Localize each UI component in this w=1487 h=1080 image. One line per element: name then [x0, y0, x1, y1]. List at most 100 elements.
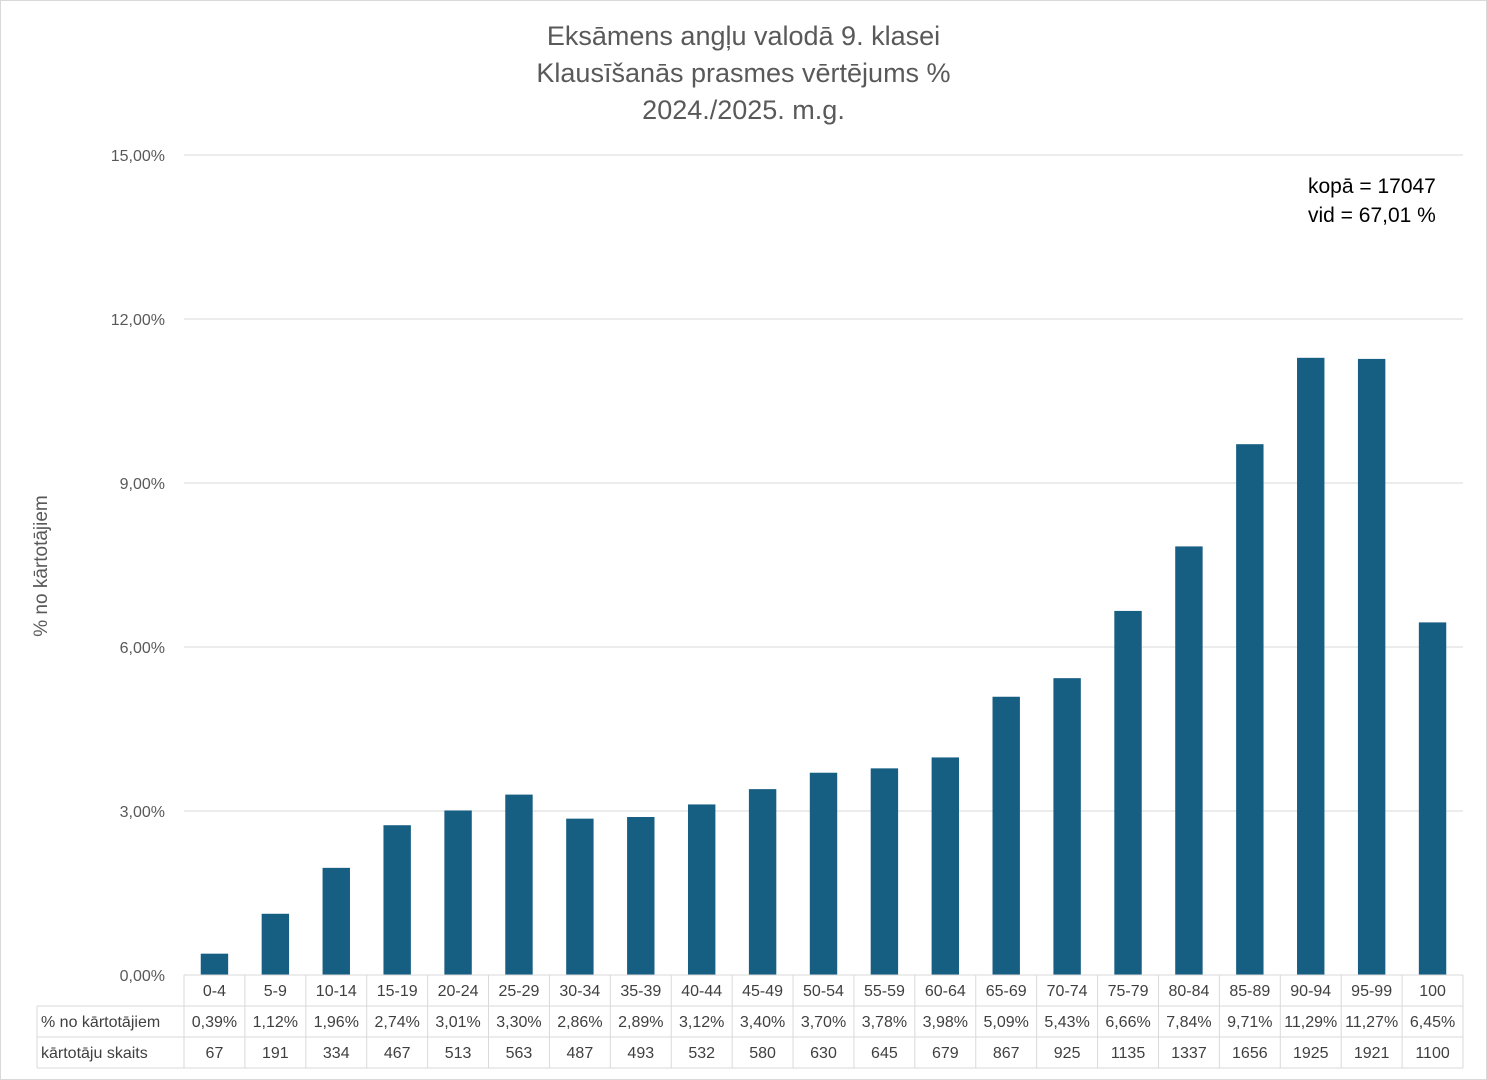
- table-cell: 2,86%: [557, 1014, 602, 1031]
- bar: [1357, 358, 1386, 975]
- y-tick-label: 9,00%: [120, 476, 165, 493]
- bar: [1297, 357, 1325, 975]
- table-cell: 3,98%: [923, 1014, 968, 1031]
- bar: [566, 818, 594, 975]
- table-cell: 563: [506, 1045, 533, 1062]
- table-cell: 487: [567, 1045, 594, 1062]
- table-cell: 493: [627, 1045, 654, 1062]
- table-cell: 67: [206, 1045, 224, 1062]
- bar: [748, 789, 777, 975]
- bar: [687, 804, 716, 975]
- table-cell: 191: [262, 1045, 289, 1062]
- x-tick-label: 20-24: [438, 983, 479, 1000]
- table-cell: 645: [871, 1045, 898, 1062]
- x-tick-label: 70-74: [1047, 983, 1088, 1000]
- table-cell: 3,40%: [740, 1014, 785, 1031]
- x-tick-label: 25-29: [499, 983, 540, 1000]
- x-tick-label: 85-89: [1229, 983, 1270, 1000]
- table-cell: 3,70%: [801, 1014, 846, 1031]
- table-cell: 1,96%: [314, 1014, 359, 1031]
- bar: [1114, 610, 1142, 975]
- table-cell: 1135: [1111, 1045, 1146, 1062]
- bar: [809, 772, 838, 975]
- bar: [322, 867, 350, 975]
- x-tick-label: 40-44: [681, 983, 722, 1000]
- table-row-header: kārtotāju skaits: [41, 1045, 148, 1062]
- bar: [261, 913, 290, 975]
- x-tick-label: 95-99: [1351, 983, 1392, 1000]
- bar: [383, 825, 411, 975]
- table-cell: 1,12%: [253, 1014, 298, 1031]
- bar: [1175, 546, 1203, 975]
- chart-title-line-2: Klausīšanās prasmes vērtējums %: [536, 58, 951, 88]
- x-tick-label: 75-79: [1108, 983, 1149, 1000]
- table-cell: 334: [323, 1045, 350, 1062]
- summary-annotation: kopā = 17047 vid = 67,01 %: [1308, 172, 1436, 230]
- x-tick-label: 0-4: [203, 983, 226, 1000]
- x-tick-label: 45-49: [742, 983, 783, 1000]
- table-cell: 679: [932, 1045, 959, 1062]
- x-tick-label: 55-59: [864, 983, 905, 1000]
- table-cell: 630: [810, 1045, 837, 1062]
- bar: [1236, 444, 1264, 976]
- table-cell: 532: [688, 1045, 715, 1062]
- table-cell: 9,71%: [1227, 1014, 1272, 1031]
- x-tick-label: 65-69: [986, 983, 1027, 1000]
- table-cell: 1925: [1293, 1045, 1329, 1062]
- chart-title: Eksāmens angļu valodā 9. klasei Klausīša…: [0, 18, 1487, 129]
- x-tick-label: 10-14: [316, 983, 357, 1000]
- x-tick-label: 5-9: [264, 983, 287, 1000]
- bar: [505, 794, 533, 975]
- table-cell: 1100: [1415, 1045, 1450, 1062]
- table-cell: 467: [384, 1045, 411, 1062]
- chart-title-line-3: 2024./2025. m.g.: [642, 95, 845, 125]
- total-count-label: kopā = 17047: [1308, 175, 1436, 198]
- y-tick-label: 12,00%: [111, 312, 165, 329]
- table-cell: 1921: [1354, 1045, 1390, 1062]
- x-tick-label: 100: [1419, 983, 1446, 1000]
- table-cell: 513: [445, 1045, 472, 1062]
- y-tick-label: 3,00%: [120, 804, 165, 821]
- table-cell: 6,45%: [1410, 1014, 1455, 1031]
- table-cell: 6,66%: [1105, 1014, 1150, 1031]
- table-cell: 2,74%: [374, 1014, 419, 1031]
- x-tick-label: 90-94: [1290, 983, 1331, 1000]
- bar: [1418, 622, 1447, 975]
- table-cell: 3,78%: [862, 1014, 907, 1031]
- y-tick-label: 15,00%: [111, 148, 165, 165]
- table-cell: 0,39%: [192, 1014, 237, 1031]
- table-cell: 2,89%: [618, 1014, 663, 1031]
- table-cell: 3,30%: [496, 1014, 541, 1031]
- table-cell: 925: [1054, 1045, 1081, 1062]
- table-cell: 3,01%: [435, 1014, 480, 1031]
- x-tick-label: 80-84: [1168, 983, 1209, 1000]
- table-cell: 1337: [1171, 1045, 1207, 1062]
- bar: [870, 768, 899, 975]
- table-cell: 11,29%: [1284, 1014, 1337, 1031]
- bar: [444, 810, 472, 975]
- table-cell: 3,12%: [679, 1014, 724, 1031]
- bar: [931, 757, 960, 975]
- x-tick-label: 50-54: [803, 983, 844, 1000]
- table-cell: 7,84%: [1166, 1014, 1211, 1031]
- x-tick-label: 15-19: [377, 983, 418, 1000]
- y-tick-label: 6,00%: [120, 640, 165, 657]
- y-tick-label: 0,00%: [120, 968, 165, 985]
- average-score-label: vid = 67,01 %: [1308, 204, 1436, 227]
- x-tick-label: 30-34: [559, 983, 600, 1000]
- table-cell: 867: [993, 1045, 1020, 1062]
- bar: [200, 953, 229, 975]
- table-cell: 580: [749, 1045, 776, 1062]
- bar: [627, 817, 655, 975]
- table-row-header: % no kārtotājiem: [41, 1014, 160, 1031]
- x-tick-label: 35-39: [620, 983, 661, 1000]
- table-cell: 5,09%: [984, 1014, 1029, 1031]
- chart-title-line-1: Eksāmens angļu valodā 9. klasei: [546, 21, 941, 51]
- x-tick-label: 60-64: [925, 983, 966, 1000]
- table-cell: 1656: [1232, 1045, 1268, 1062]
- bar: [1053, 678, 1081, 975]
- table-cell: 11,27%: [1345, 1014, 1398, 1031]
- bar: [992, 696, 1020, 975]
- table-cell: 5,43%: [1044, 1014, 1089, 1031]
